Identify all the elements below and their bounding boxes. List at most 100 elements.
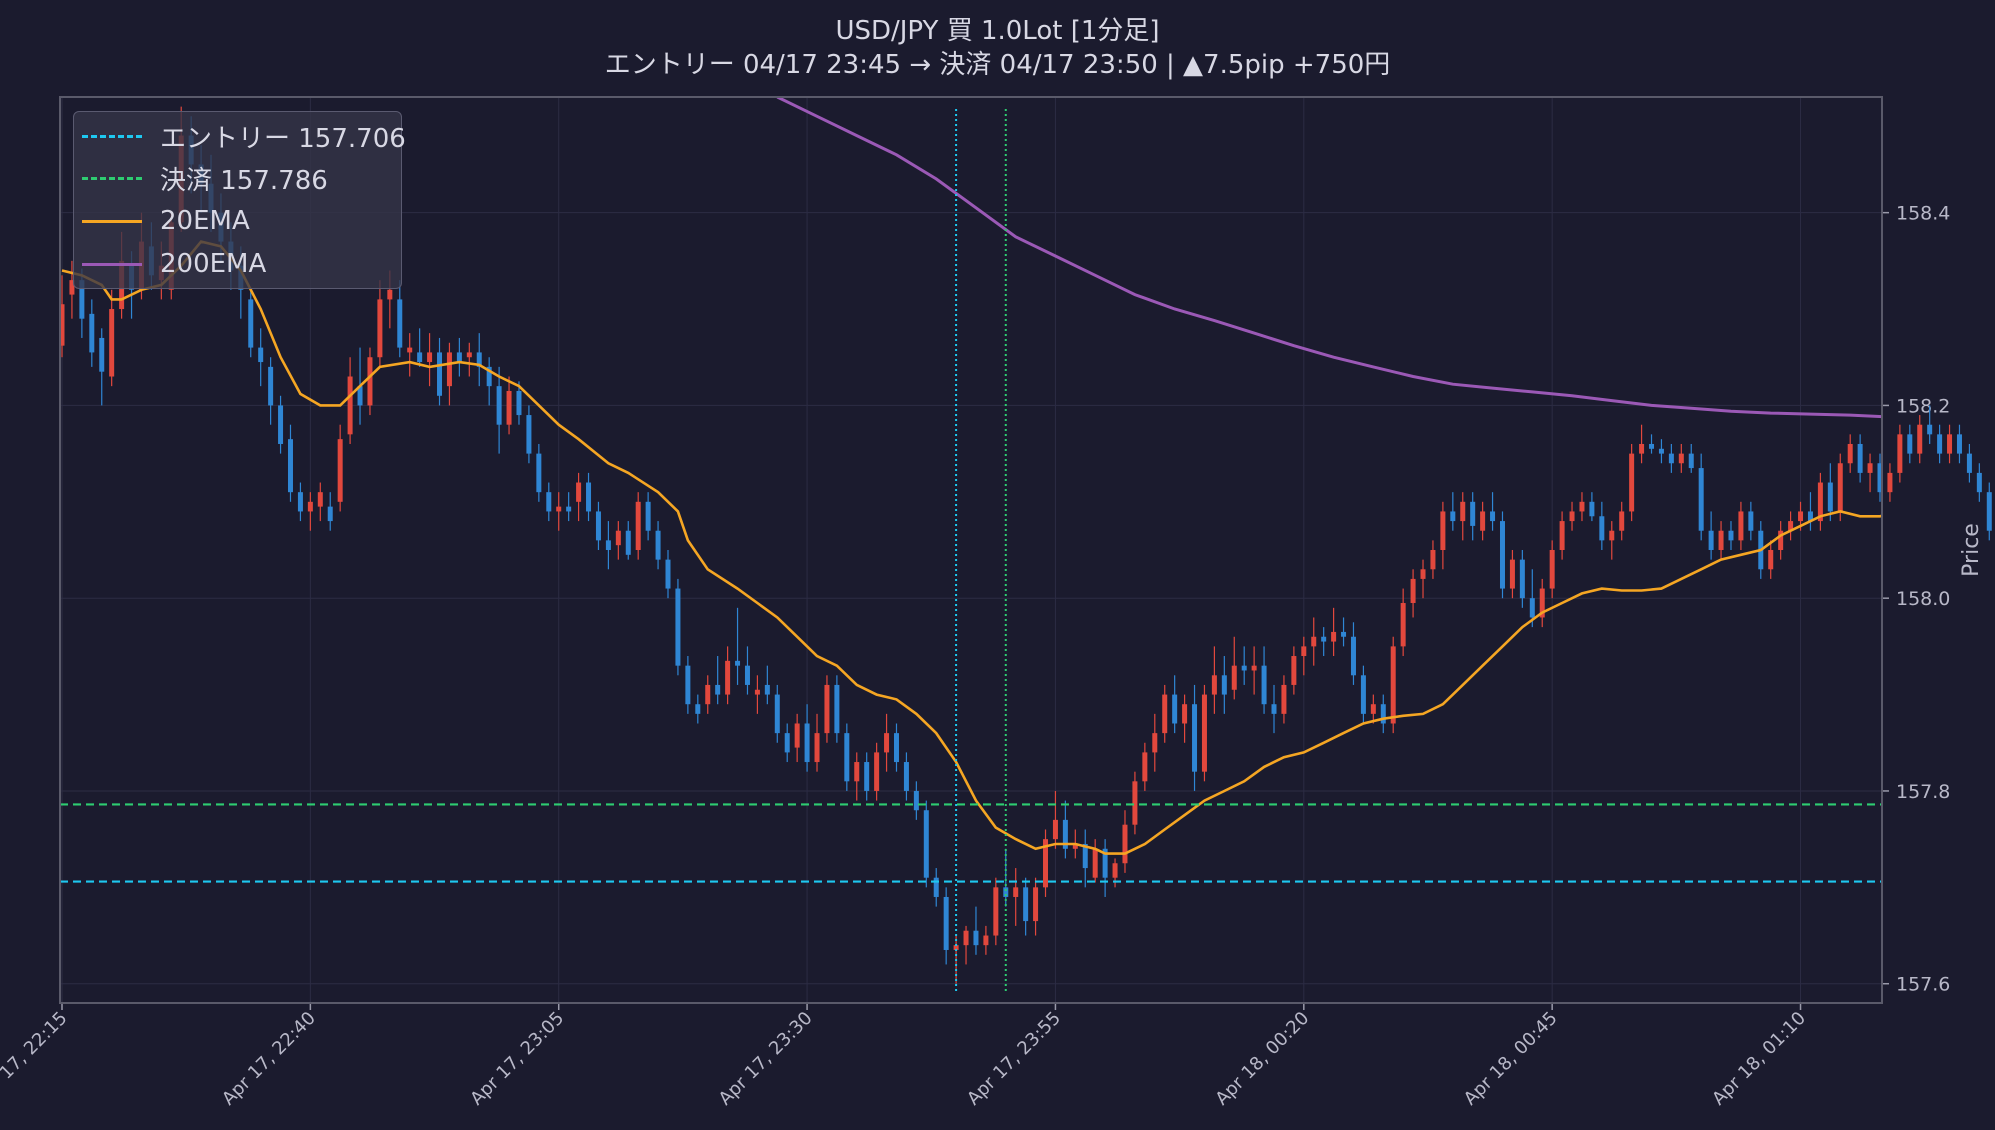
candle-down (248, 299, 254, 348)
candle-up (69, 280, 75, 295)
legend-swatch-entry (82, 134, 142, 138)
candle-down (1688, 453, 1694, 469)
candle-down (834, 684, 840, 734)
candle-down (1192, 704, 1198, 772)
candle-up (615, 530, 621, 546)
candle-up (466, 352, 472, 358)
candle-down (397, 299, 403, 348)
candle-up (1480, 511, 1486, 531)
candle-up (317, 492, 323, 507)
candle-down (1748, 511, 1754, 531)
candle-down (1698, 468, 1704, 531)
candle-down (1341, 631, 1347, 637)
candle-down (287, 439, 293, 493)
candle-down (1350, 636, 1356, 676)
candle-up (1370, 704, 1376, 714)
candle-down (1877, 463, 1883, 493)
candle-up (1817, 482, 1823, 522)
candle-down (695, 704, 701, 714)
candle-down (1807, 511, 1813, 522)
candle-down (605, 540, 611, 550)
candle-down (1172, 694, 1178, 724)
chart-subtitle: エントリー 04/17 23:45 → 決済 04/17 23:50 | ▲7.… (604, 50, 1391, 80)
candle-down (1499, 521, 1505, 589)
candle-down (1519, 559, 1525, 599)
candle-down (1658, 448, 1664, 454)
x-tick-label: Apr 17, 23:05 (466, 1008, 568, 1110)
candle-down (1023, 887, 1029, 922)
candle-down (1450, 511, 1456, 522)
candle-down (357, 386, 363, 406)
candle-up (377, 299, 383, 358)
candle-down (744, 665, 750, 685)
candle-up (705, 684, 711, 705)
y-tick-label: 158.4 (1896, 203, 1950, 225)
candle-up (1400, 603, 1406, 647)
candle-down (79, 280, 85, 319)
candle-down (1261, 665, 1267, 705)
x-tick-label: Apr 17, 22:15 (0, 1008, 72, 1110)
candle-up (1639, 443, 1645, 454)
candle-down (685, 665, 691, 705)
x-tick-label: Apr 18, 00:20 (1211, 1008, 1313, 1110)
candle-up (1162, 694, 1168, 734)
candle-down (1003, 887, 1009, 897)
candle-down (417, 352, 423, 363)
candle-down (1708, 530, 1714, 550)
candle-up (427, 352, 433, 363)
x-tick-label: Apr 17, 23:55 (963, 1008, 1065, 1110)
candle-down (1728, 530, 1734, 541)
candle-down (973, 930, 979, 946)
candle-down (1956, 434, 1962, 454)
legend-item-exit: 決済 157.786 (82, 158, 328, 198)
candle-up (963, 930, 969, 946)
candle-down (715, 684, 721, 695)
candle-up (1052, 819, 1058, 840)
candle-up (1867, 463, 1873, 473)
candle-up (1142, 752, 1148, 782)
candle-up (1301, 646, 1307, 657)
candle-up (993, 887, 999, 936)
candle-down (784, 733, 790, 753)
candle-up (337, 439, 343, 502)
legend-item-ema200: 200EMA (82, 244, 266, 284)
candle-up (446, 352, 452, 387)
candle-down (1937, 434, 1943, 454)
candle-up (884, 733, 890, 753)
candle-up (1917, 424, 1923, 454)
candle-up (1678, 453, 1684, 464)
candle-up (1579, 501, 1585, 512)
candle-up (1768, 550, 1774, 570)
legend-swatch-ema200 (82, 262, 142, 266)
candle-up (1072, 843, 1078, 849)
candle-down (1241, 665, 1247, 671)
candle-down (566, 506, 572, 512)
candle-up (1798, 511, 1804, 522)
candle-down (278, 405, 284, 444)
candle-down (1221, 675, 1227, 695)
candle-up (1549, 550, 1555, 589)
candle-down (764, 684, 770, 695)
candle-down (645, 501, 651, 531)
chart-title: USD/JPY 買 1.0Lot [1分足] (835, 16, 1160, 46)
candle-up (307, 501, 313, 512)
candle-up (506, 390, 512, 425)
candle-down (486, 366, 492, 387)
x-tick-label: Apr 17, 23:30 (715, 1008, 817, 1110)
legend-label-ema20: 20EMA (160, 206, 250, 236)
legend-item-ema20: 20EMA (82, 201, 250, 241)
candle-up (635, 501, 641, 550)
x-tick-label: Apr 18, 01:10 (1708, 1008, 1810, 1110)
candle-down (516, 390, 522, 416)
legend-label-entry: エントリー 157.706 (160, 123, 406, 154)
y-axis-label: Price (1959, 523, 1984, 577)
candle-down (1927, 424, 1933, 435)
candle-down (89, 313, 95, 353)
candle-down (903, 762, 909, 791)
candle-down (536, 453, 542, 493)
candle-up (1778, 530, 1784, 550)
candle-down (546, 492, 552, 512)
candle-up (1331, 631, 1337, 642)
candle-down (625, 530, 631, 555)
